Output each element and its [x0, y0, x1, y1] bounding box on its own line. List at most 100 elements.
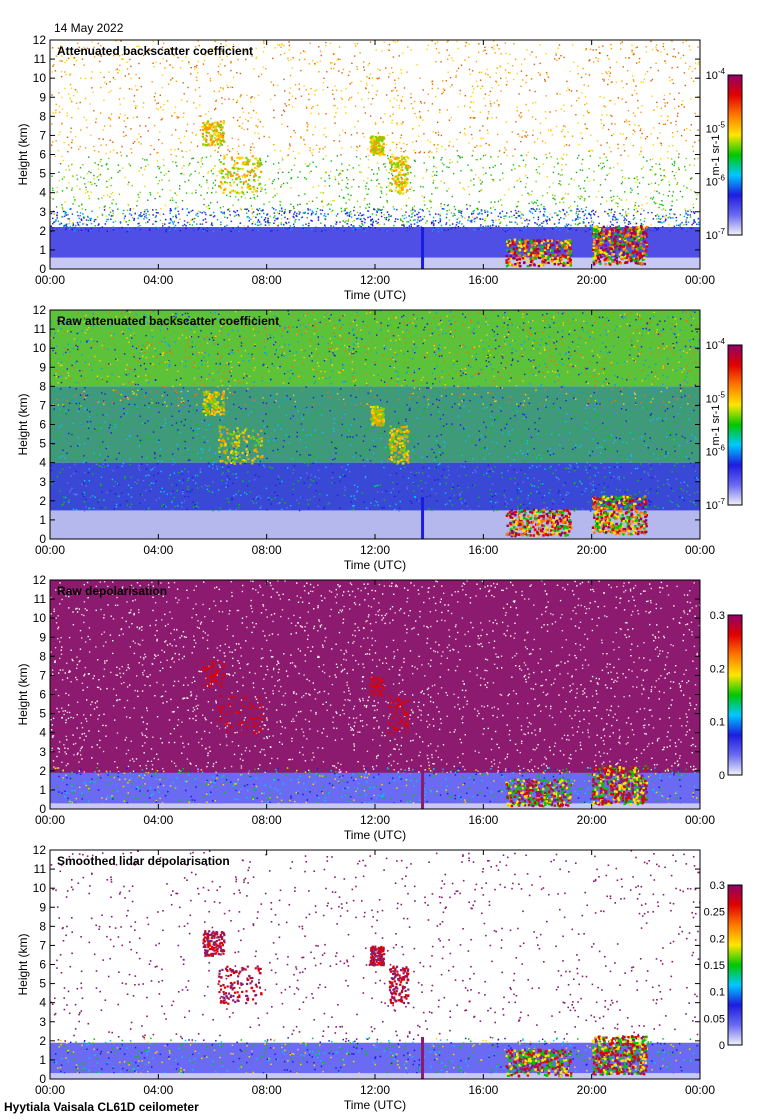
x-tick-label: 20:00 — [577, 273, 607, 287]
panel-title: Raw attenuated backscatter coefficient — [57, 314, 279, 328]
y-tick-label: 9 — [39, 360, 46, 374]
heatmap-area — [50, 850, 700, 1079]
y-tick-label: 7 — [39, 398, 46, 412]
panel-4: Smoothed lidar depolarisation01234567891… — [16, 843, 743, 1112]
panel-title: Raw depolarisation — [57, 584, 167, 598]
x-tick-label: 12:00 — [360, 1083, 390, 1097]
colorbar-tick-exponent: -5 — [718, 390, 726, 399]
y-axis-label: Height (km) — [16, 393, 30, 455]
x-tick-label: 20:00 — [577, 1083, 607, 1097]
figure-date: 14 May 2022 — [54, 21, 124, 35]
x-axis-label: Time (UTC) — [344, 1098, 406, 1112]
y-tick-label: 7 — [39, 668, 46, 682]
x-axis-label: Time (UTC) — [344, 558, 406, 572]
y-tick-label: 12 — [33, 303, 47, 317]
y-tick-label: 9 — [39, 90, 46, 104]
y-tick-label: 4 — [39, 456, 46, 470]
x-tick-label: 08:00 — [252, 543, 282, 557]
y-tick-label: 9 — [39, 630, 46, 644]
y-tick-label: 9 — [39, 900, 46, 914]
colorbar-tick-label: 0.2 — [710, 663, 725, 675]
x-axis-label: Time (UTC) — [344, 828, 406, 842]
y-tick-label: 1 — [39, 783, 46, 797]
colorbar-tick-label: 0.1 — [710, 987, 725, 999]
y-tick-label: 3 — [39, 205, 46, 219]
y-tick-label: 1 — [39, 1053, 46, 1067]
x-tick-label: 08:00 — [252, 273, 282, 287]
colorbar-tick-label: 0 — [719, 1040, 725, 1052]
panel-2: Raw attenuated backscatter coefficient 0 1… — [16, 303, 743, 572]
y-tick-label: 6 — [39, 148, 46, 162]
y-tick-label: 6 — [39, 688, 46, 702]
y-tick-label: 2 — [39, 764, 46, 778]
y-axis-label: Height (km) — [16, 663, 30, 725]
colorbar-tick-label: 0.3 — [710, 610, 725, 622]
colorbar-tick-exponent: -7 — [718, 497, 726, 506]
colorbar-tick-exponent: -4 — [718, 67, 726, 76]
colorbar — [727, 344, 743, 506]
colorbar-tick-label: 10-5 — [706, 120, 726, 135]
heatmap-area — [50, 580, 700, 809]
panel-1: Attenuated backscatter coefficient012345… — [16, 33, 743, 302]
y-tick-label: 10 — [33, 71, 47, 85]
heatmap-area — [50, 40, 700, 269]
x-tick-label: 00:00 — [685, 813, 715, 827]
x-tick-label: 16:00 — [468, 1083, 498, 1097]
x-tick-label: 12:00 — [360, 813, 390, 827]
y-tick-label: 0 — [39, 802, 46, 816]
y-tick-label: 4 — [39, 726, 46, 740]
panel-title: Attenuated backscatter coefficient — [57, 44, 253, 58]
colorbar-tick-exponent: -6 — [718, 444, 726, 453]
y-tick-label: 8 — [39, 379, 46, 393]
x-tick-label: 00:00 — [685, 273, 715, 287]
colorbar-tick-label: 0.3 — [710, 880, 725, 892]
surface-layer — [50, 257, 700, 269]
x-tick-label: 00:00 — [35, 813, 65, 827]
x-tick-label: 20:00 — [577, 813, 607, 827]
x-tick-label: 00:00 — [685, 543, 715, 557]
colorbar-tick-label: 0.1 — [710, 717, 725, 729]
y-tick-label: 12 — [33, 843, 47, 857]
x-tick-label: 08:00 — [252, 813, 282, 827]
y-tick-label: 6 — [39, 958, 46, 972]
y-tick-label: 11 — [34, 592, 47, 606]
x-tick-label: 16:00 — [468, 273, 498, 287]
x-tick-label: 04:00 — [143, 813, 173, 827]
instrument-caption: Hyytiala Vaisala CL61D ceilometer — [4, 1100, 199, 1114]
y-tick-label: 3 — [39, 745, 46, 759]
colorbar-tick-exponent: -5 — [718, 120, 726, 129]
y-tick-label: 0 — [39, 262, 46, 276]
y-tick-label: 5 — [39, 707, 46, 721]
colorbar-tick-exponent: -6 — [718, 174, 726, 183]
y-tick-label: 11 — [34, 52, 47, 66]
colorbar-unit: m-1 sr-1 — [710, 405, 722, 446]
x-tick-label: 20:00 — [577, 543, 607, 557]
y-tick-label: 7 — [39, 128, 46, 142]
y-axis-label: Height (km) — [16, 123, 30, 185]
colorbar-tick-exponent: -4 — [718, 337, 726, 346]
y-tick-label: 8 — [39, 649, 46, 663]
colorbar-tick-label: 0.15 — [704, 960, 725, 972]
y-tick-label: 6 — [39, 418, 46, 432]
y-tick-label: 2 — [39, 224, 46, 238]
x-tick-label: 00:00 — [35, 273, 65, 287]
x-tick-label: 00:00 — [35, 1083, 65, 1097]
precip-streak — [421, 1037, 425, 1079]
x-tick-label: 00:00 — [685, 1083, 715, 1097]
colorbar — [727, 74, 743, 236]
x-tick-label: 08:00 — [252, 1083, 282, 1097]
colorbar-tick-label: 0.2 — [710, 933, 725, 945]
precip-streak — [421, 767, 425, 809]
y-tick-label: 1 — [39, 243, 46, 257]
y-tick-label: 10 — [33, 341, 47, 355]
y-tick-label: 5 — [39, 167, 46, 181]
y-tick-label: 2 — [39, 494, 46, 508]
y-tick-label: 12 — [33, 573, 47, 587]
x-tick-label: 16:00 — [468, 543, 498, 557]
colorbar-tick-label: 10-4 — [706, 67, 726, 82]
colorbar-tick-label: 0.25 — [704, 907, 725, 919]
y-tick-label: 4 — [39, 186, 46, 200]
y-tick-label: 12 — [33, 33, 47, 47]
precip-streak — [421, 227, 425, 269]
